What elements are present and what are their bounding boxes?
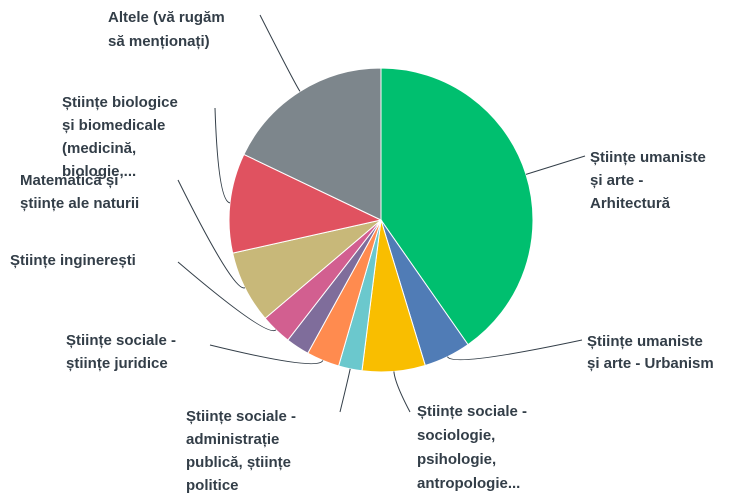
slice-label: Științe biologice și biomedicale (medicină… — [62, 94, 178, 180]
leader-line — [446, 339, 583, 361]
leader-line — [214, 107, 231, 204]
leader-line — [525, 155, 586, 175]
slice-label: Matematică și științe ale naturii — [20, 172, 139, 212]
pie-slice — [228, 153, 383, 254]
leader-line — [393, 371, 411, 413]
leader-line — [259, 14, 301, 92]
slice-label: Științe sociale -sociologie, psihologie, a… — [417, 403, 527, 492]
slice-label: Științe sociale -științe juridice — [66, 332, 176, 372]
pie-slice — [243, 67, 382, 221]
leader-line — [339, 368, 351, 413]
leader-line — [177, 179, 246, 289]
leader-line — [209, 344, 324, 365]
slice-label: Științe sociale -administrație publică, ș… — [186, 408, 296, 494]
slice-label: Științe inginerești — [10, 252, 136, 269]
slice-label: Științe umaniste și arte -Arhitectură — [590, 149, 706, 212]
slice-label: Altele (vă rugăm să menționați) — [108, 9, 225, 50]
slice-label: Științe umaniste și arte - Urbanism — [587, 333, 714, 372]
leader-line — [177, 261, 277, 332]
